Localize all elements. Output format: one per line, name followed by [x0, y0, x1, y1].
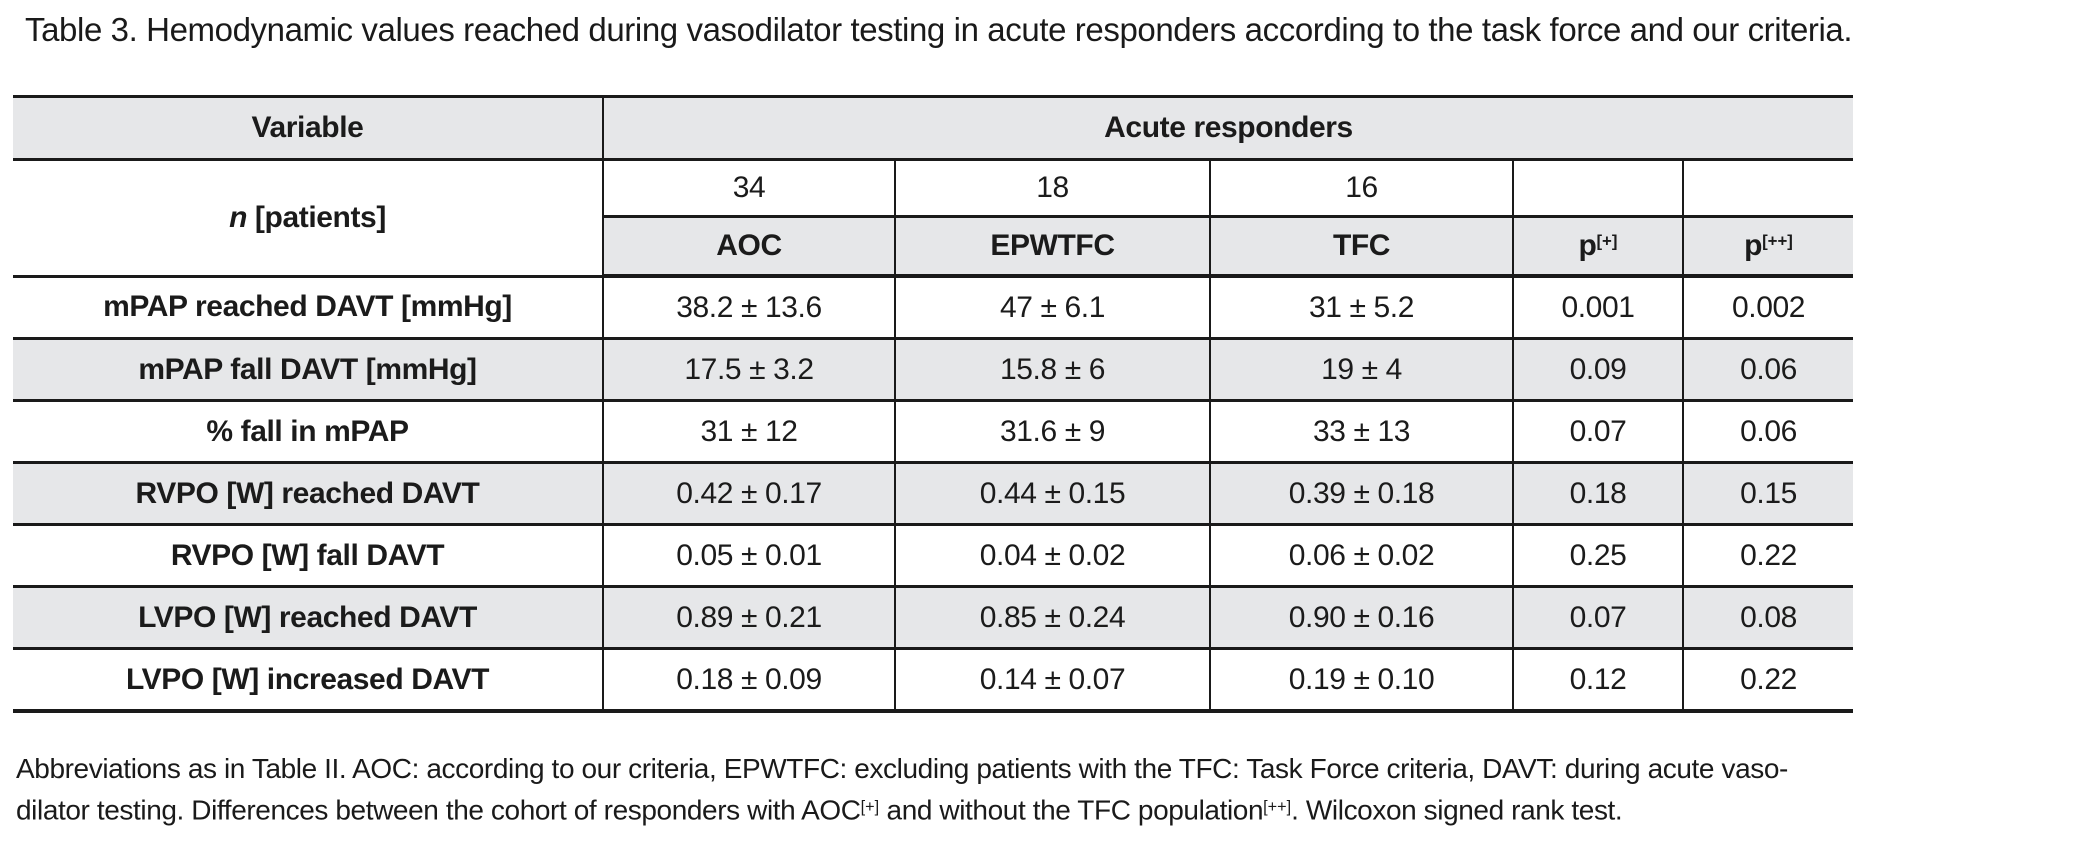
table-row: mPAP reached DAVT [mmHg] 38.2 ± 13.6 47 …	[13, 276, 1854, 340]
row-label: mPAP fall DAVT [mmHg]	[13, 338, 603, 402]
cell-p-plus: 0.07	[1512, 400, 1683, 464]
cell-p-plusplus: 0.22	[1681, 524, 1854, 588]
cell-epwtfc: 0.85 ± 0.24	[894, 586, 1210, 650]
table-row: LVPO [W] reached DAVT 0.89 ± 0.21 0.85 ±…	[13, 586, 1854, 650]
footnote-line2-part1: dilator testing. Differences between the…	[16, 794, 861, 826]
header-row-group: Variable Acute responders	[13, 95, 1854, 161]
cell-epwtfc: 0.14 ± 0.07	[894, 648, 1210, 713]
header-n-patients: n [patients]	[13, 159, 603, 278]
cell-tfc: 0.39 ± 0.18	[1209, 462, 1513, 526]
p-plusplus-base: p	[1744, 229, 1763, 262]
cell-epwtfc: 47 ± 6.1	[894, 276, 1210, 340]
header-tfc: TFC	[1209, 216, 1513, 278]
cell-p-plusplus: 0.002	[1681, 276, 1854, 340]
header-acute-responders: Acute responders	[601, 95, 1854, 161]
cell-tfc: 0.19 ± 0.10	[1209, 648, 1513, 713]
n-count-epwtfc: 18	[894, 159, 1210, 218]
header-aoc: AOC	[602, 216, 895, 278]
cell-aoc: 0.42 ± 0.17	[602, 462, 895, 526]
cell-aoc: 31 ± 12	[602, 400, 895, 464]
cell-tfc: 19 ± 4	[1209, 338, 1513, 402]
table-caption: Table 3. Hemodynamic values reached duri…	[25, 11, 1853, 48]
cell-p-plusplus: 0.22	[1681, 648, 1854, 713]
cell-p-plus: 0.09	[1512, 338, 1683, 402]
header-epwtfc: EPWTFC	[894, 216, 1210, 278]
cell-aoc: 0.89 ± 0.21	[602, 586, 895, 650]
cell-epwtfc: 0.44 ± 0.15	[894, 462, 1210, 526]
footnote-sup-plus: [+]	[860, 798, 880, 816]
header-p-plusplus: p[++]	[1681, 216, 1854, 278]
n-count-p2-blank	[1681, 159, 1854, 218]
cell-p-plusplus: 0.08	[1681, 586, 1854, 650]
table-row: LVPO [W] increased DAVT 0.18 ± 0.09 0.14…	[13, 648, 1854, 713]
cell-epwtfc: 0.04 ± 0.02	[894, 524, 1210, 588]
n-count-aoc: 34	[602, 159, 895, 218]
table-row: mPAP fall DAVT [mmHg] 17.5 ± 3.2 15.8 ± …	[13, 338, 1854, 402]
cell-epwtfc: 15.8 ± 6	[894, 338, 1210, 402]
p-plus-sup: [+]	[1596, 231, 1618, 251]
cell-p-plusplus: 0.15	[1681, 462, 1854, 526]
cell-p-plusplus: 0.06	[1681, 338, 1854, 402]
cell-aoc: 17.5 ± 3.2	[602, 338, 895, 402]
footnote-line2-part3: . Wilcoxon signed rank test.	[1291, 794, 1623, 826]
footnote-line-1: Abbreviations as in Table II. AOC: accor…	[16, 753, 1788, 784]
hemodynamic-values-table: Variable Acute responders n [patients] 3…	[13, 95, 1854, 713]
p-plus-base: p	[1578, 229, 1597, 262]
header-row-criteria: AOC EPWTFC TFC p[+] p[++]	[13, 216, 1854, 278]
n-patients-label: [patients]	[247, 200, 386, 234]
cell-tfc: 33 ± 13	[1209, 400, 1513, 464]
cell-epwtfc: 31.6 ± 9	[894, 400, 1210, 464]
n-count-p1-blank	[1512, 159, 1683, 218]
table-row: RVPO [W] fall DAVT 0.05 ± 0.01 0.04 ± 0.…	[13, 524, 1854, 588]
cell-aoc: 0.05 ± 0.01	[602, 524, 895, 588]
table-row: % fall in mPAP 31 ± 12 31.6 ± 9 33 ± 13 …	[13, 400, 1854, 464]
cell-aoc: 38.2 ± 13.6	[602, 276, 895, 340]
cell-p-plus: 0.07	[1512, 586, 1683, 650]
row-label: % fall in mPAP	[13, 400, 603, 464]
cell-p-plus: 0.001	[1512, 276, 1683, 340]
cell-p-plus: 0.12	[1512, 648, 1683, 713]
cell-tfc: 0.90 ± 0.16	[1209, 586, 1513, 650]
table-footnote: Abbreviations as in Table II. AOC: accor…	[16, 750, 1788, 829]
row-label: mPAP reached DAVT [mmHg]	[13, 276, 603, 340]
n-italic: n	[229, 200, 247, 234]
row-label: RVPO [W] fall DAVT	[13, 524, 603, 588]
row-label: LVPO [W] reached DAVT	[13, 586, 603, 650]
row-label: RVPO [W] reached DAVT	[13, 462, 603, 526]
cell-p-plusplus: 0.06	[1681, 400, 1854, 464]
cell-p-plus: 0.25	[1512, 524, 1683, 588]
footnote-sup-plusplus: [++]	[1263, 798, 1292, 816]
n-count-tfc: 16	[1209, 159, 1513, 218]
p-plusplus-sup: [++]	[1762, 231, 1793, 251]
table-row: RVPO [W] reached DAVT 0.42 ± 0.17 0.44 ±…	[13, 462, 1854, 526]
footnote-line2-part2: and without the TFC population	[879, 794, 1264, 826]
header-row-n-patients: n [patients] 34 18 16	[13, 159, 1854, 278]
footnote-line-2: dilator testing. Differences between the…	[16, 788, 1788, 829]
cell-p-plus: 0.18	[1512, 462, 1683, 526]
header-p-plus: p[+]	[1512, 216, 1683, 278]
cell-tfc: 31 ± 5.2	[1209, 276, 1513, 340]
row-label: LVPO [W] increased DAVT	[13, 648, 603, 713]
header-variable: Variable	[13, 95, 603, 161]
cell-tfc: 0.06 ± 0.02	[1209, 524, 1513, 588]
cell-aoc: 0.18 ± 0.09	[602, 648, 895, 713]
